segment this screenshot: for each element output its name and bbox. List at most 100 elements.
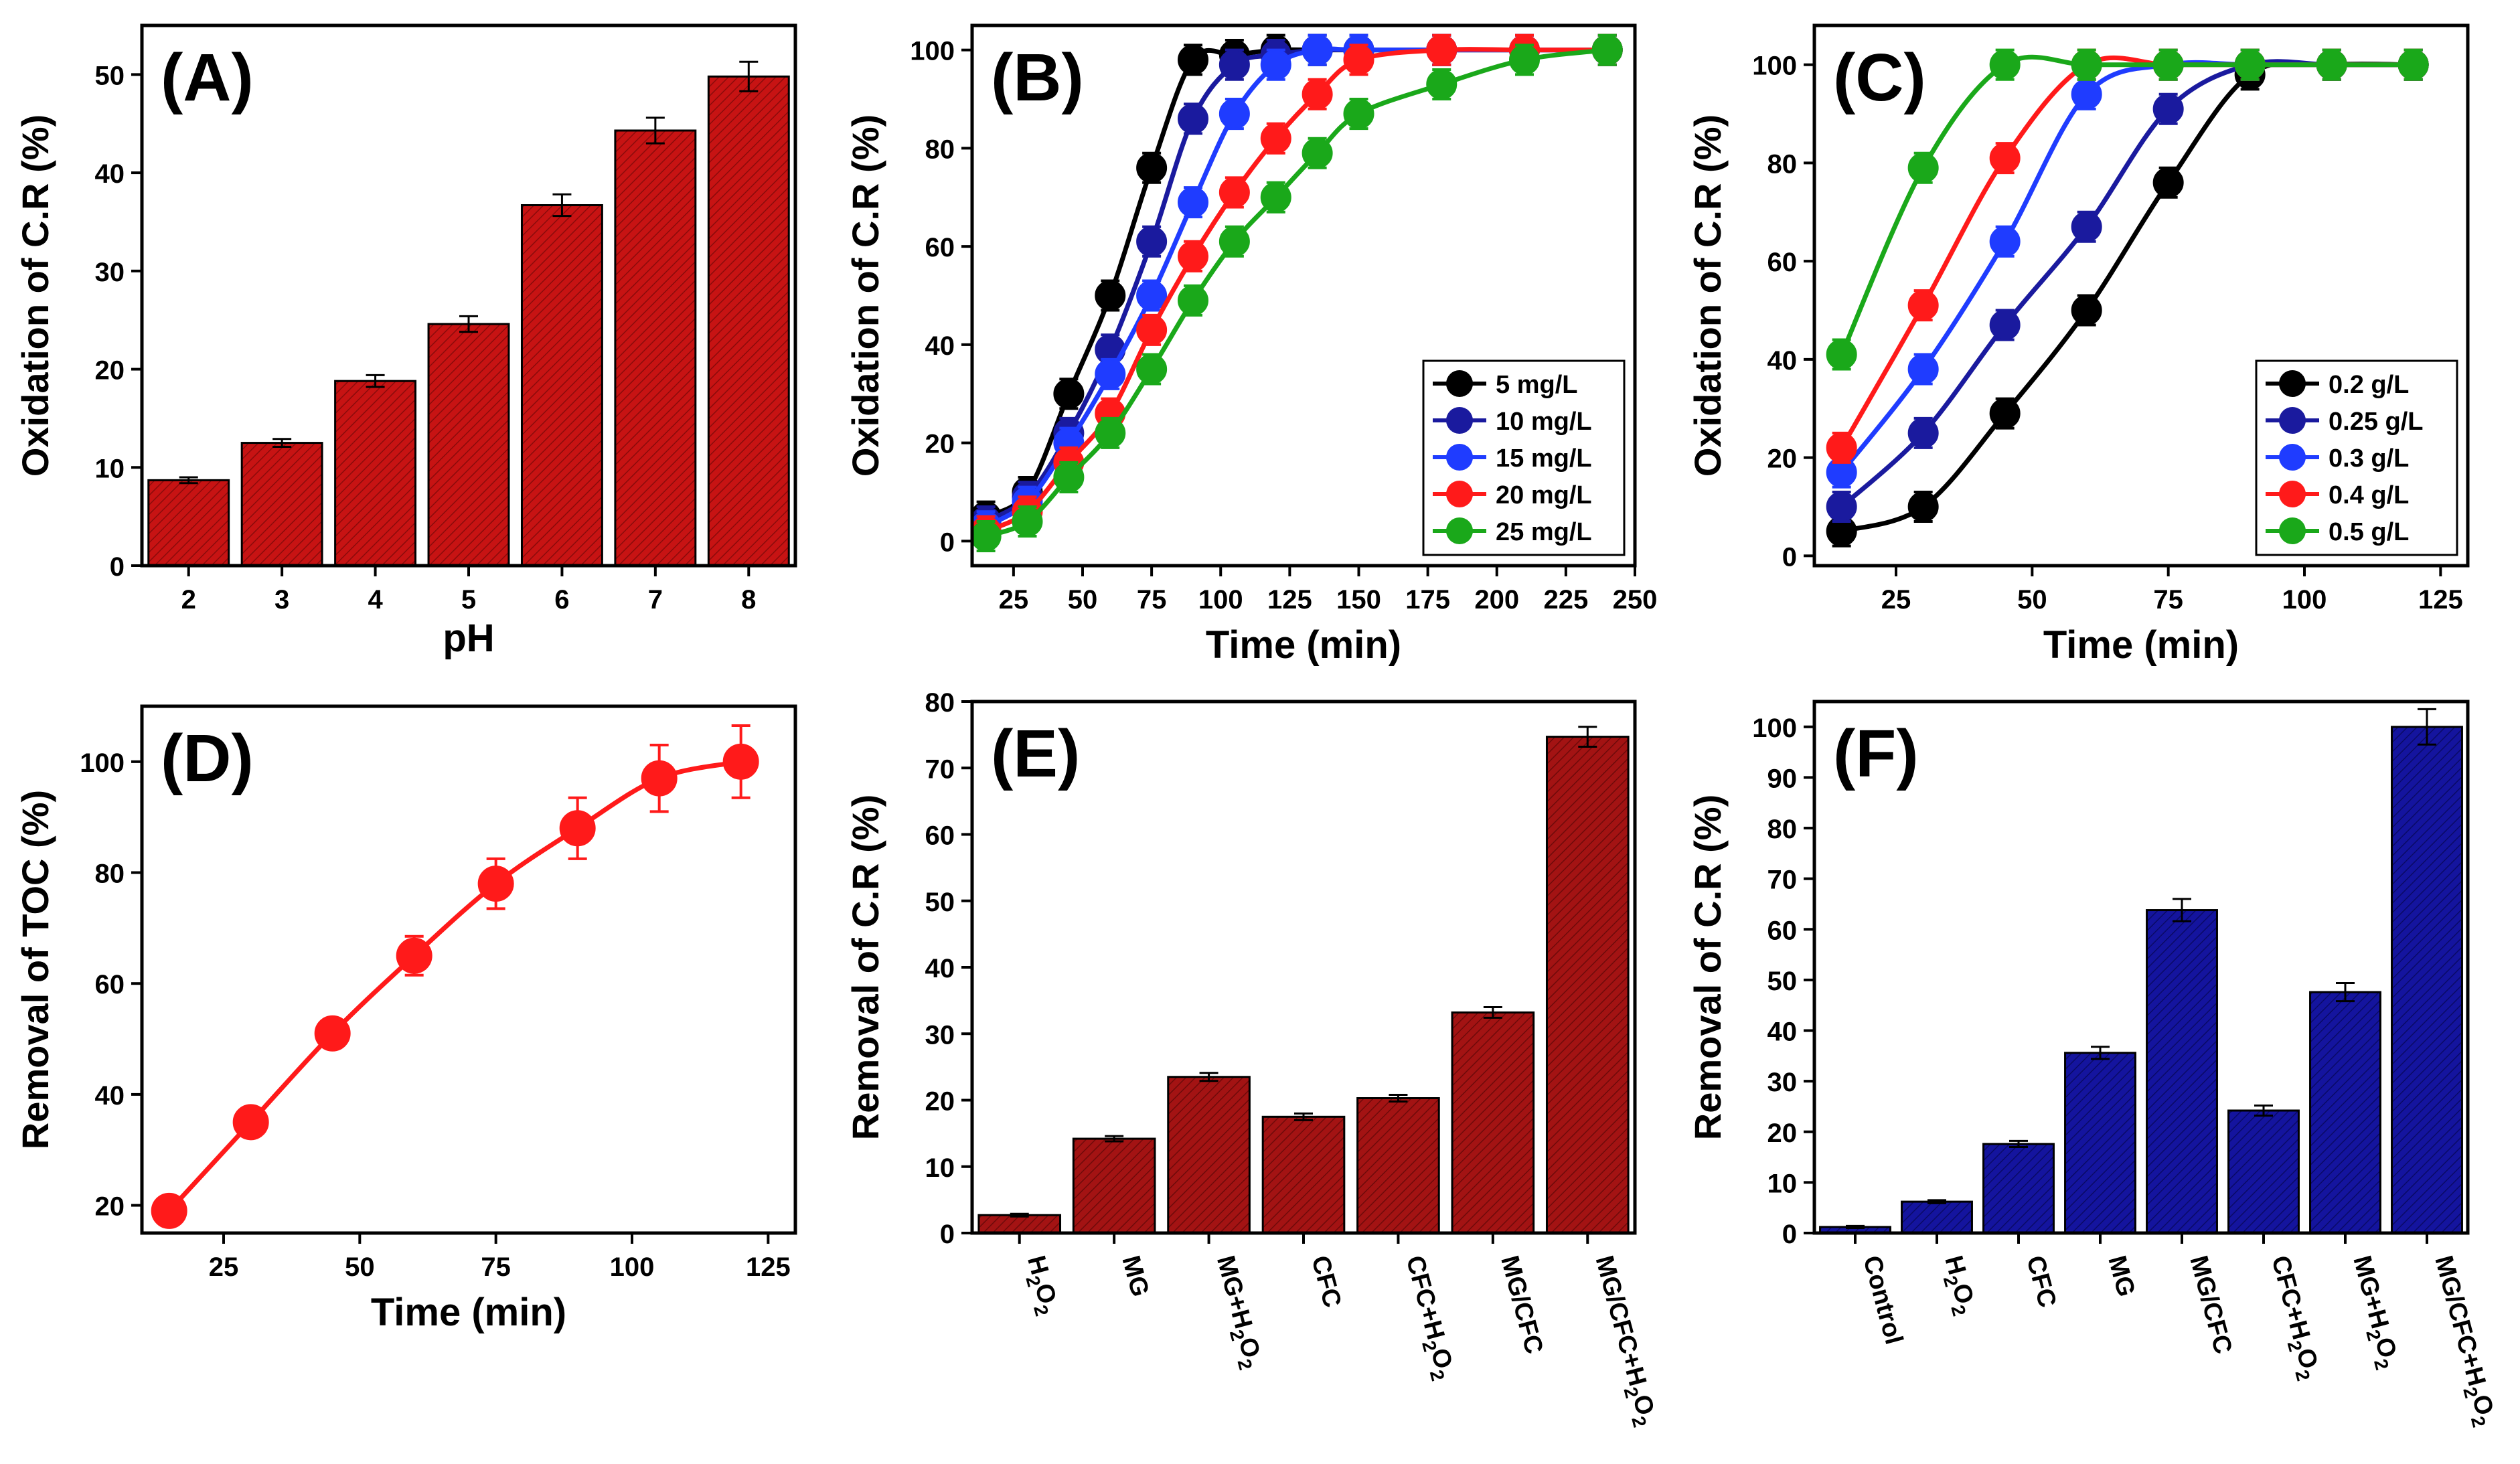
y-tick-label: 20: [1767, 444, 1798, 474]
data-point: [1218, 98, 1250, 130]
data-point: [151, 1192, 187, 1229]
x-tick-label-part: H: [1022, 1252, 1054, 1277]
x-tick-label: 100: [1198, 585, 1243, 615]
x-tick-label: H2O2: [1017, 1252, 1064, 1318]
x-tick-label: 25: [209, 1252, 239, 1282]
x-tick-label-part: MG: [1116, 1252, 1154, 1299]
x-tick-label: MG/CFC+H2O2: [1585, 1252, 1662, 1429]
y-tick-label: 60: [925, 233, 955, 262]
x-tick-label: 100: [2282, 585, 2327, 615]
data-point: [1053, 378, 1085, 410]
bar: [1901, 1200, 1973, 1234]
x-tick-label-part: MG/CFC+H: [1590, 1252, 1652, 1389]
x-tick-label: 6: [554, 585, 569, 615]
data-point: [2071, 211, 2102, 242]
x-tick-label-part: 2: [1022, 1274, 1044, 1289]
data-point: [1826, 339, 1857, 370]
series: [970, 33, 1623, 552]
bar: [2309, 991, 2381, 1234]
x-tick-label: 5: [461, 585, 476, 615]
bar: [147, 479, 230, 567]
x-tick-label: 50: [345, 1252, 375, 1282]
data-point: [2071, 78, 2102, 110]
x-tick-label-part: 2: [1226, 1327, 1249, 1343]
data-point: [1907, 353, 1939, 385]
y-tick-label: 80: [925, 135, 955, 164]
x-tick-label: 25: [1881, 585, 1911, 615]
y-tick-label: 100: [910, 37, 955, 66]
data-point: [1302, 137, 1333, 169]
data-point: [2316, 49, 2347, 80]
y-tick-label: 20: [925, 430, 955, 459]
legend-marker: [2279, 444, 2306, 471]
x-tick-label: CFC+H2O2: [1396, 1252, 1460, 1383]
data-point: [1012, 505, 1043, 537]
data-point: [1178, 284, 1208, 316]
x-tick-label: 8: [741, 585, 756, 615]
y-tick-label: 60: [925, 821, 955, 851]
y-tick-label: 30: [925, 1020, 955, 1050]
x-tick-label: MG+H2O2: [1206, 1252, 1268, 1372]
panel-letter: (C): [1833, 40, 1926, 115]
y-tick-label: 20: [95, 356, 125, 386]
x-tick-label-part: Control: [1857, 1252, 1908, 1347]
axes-frame: [1812, 23, 2470, 568]
x-tick-label: 4: [368, 585, 383, 615]
y-tick-label: 40: [95, 159, 125, 189]
data-point: [559, 810, 596, 847]
y-tick-label: 70: [1767, 866, 1798, 895]
legend-marker: [2279, 407, 2306, 434]
x-tick-label: MG/CFC: [1495, 1252, 1548, 1357]
data-point: [1136, 314, 1168, 345]
data-point: [1826, 491, 1857, 522]
x-tick-label: 75: [2153, 585, 2183, 615]
x-tick-label-part: MG+H: [1211, 1252, 1257, 1331]
bar: [2227, 1109, 2300, 1234]
bar: [2391, 726, 2463, 1234]
data-point: [1426, 34, 1458, 66]
legend-marker: [1446, 444, 1473, 471]
y-tick-label: 60: [95, 970, 125, 999]
x-tick-label: Control: [1857, 1252, 1908, 1347]
x-tick-label-part: 2: [2370, 1357, 2393, 1372]
data-point: [1260, 181, 1291, 213]
data-point: [1343, 98, 1374, 130]
legend-marker: [1446, 370, 1473, 397]
x-tick-label: 100: [610, 1252, 655, 1282]
legend-entry: 0.5 g/L: [2329, 518, 2409, 546]
y-tick-label: 20: [95, 1192, 125, 1222]
data-point: [1136, 353, 1168, 385]
data-point: [1989, 226, 2021, 257]
panel-letter: (E): [991, 716, 1080, 791]
x-tick-label-part: 2: [1233, 1357, 1256, 1372]
series-line: [167, 759, 742, 1213]
panel-letter: (D): [161, 721, 254, 796]
x-tick-label-part: 2: [2467, 1414, 2490, 1429]
data-point: [1826, 432, 1857, 463]
data-point: [1178, 44, 1208, 76]
panel-a: 0 10 20 30 40 50 Oxidation of C.R (%) 2 3 4 5 6 7 8 pH…: [14, 23, 797, 660]
data-point: [1989, 309, 2021, 341]
bar: [240, 442, 323, 567]
x-tick-label-part: CFC+H: [2266, 1252, 2315, 1342]
x-tick-label: 225: [1544, 585, 1589, 615]
y-axis-label: Removal of C.R (%): [844, 795, 886, 1141]
y-axis-label: Oxidation of C.R (%): [14, 114, 56, 477]
bar: [1451, 1011, 1535, 1234]
data-point: [2071, 49, 2102, 80]
x-tick-label-part: MG/CFC: [2184, 1252, 2237, 1357]
x-tick-label: 25: [999, 585, 1029, 615]
data-point: [2071, 295, 2102, 326]
bar: [2064, 1052, 2136, 1234]
y-tick-label: 80: [925, 688, 955, 718]
x-axis-label: Time (min): [2043, 623, 2239, 667]
y-tick-label: 40: [95, 1081, 125, 1111]
y-axis-label: Oxidation of C.R (%): [1686, 114, 1729, 477]
data-point: [1136, 226, 1168, 257]
legend-marker: [1446, 407, 1473, 434]
y-tick-label: 20: [1767, 1119, 1798, 1148]
data-point: [1136, 280, 1168, 311]
x-tick-label-part: 2: [1620, 1385, 1642, 1400]
legend-marker: [1446, 517, 1473, 544]
